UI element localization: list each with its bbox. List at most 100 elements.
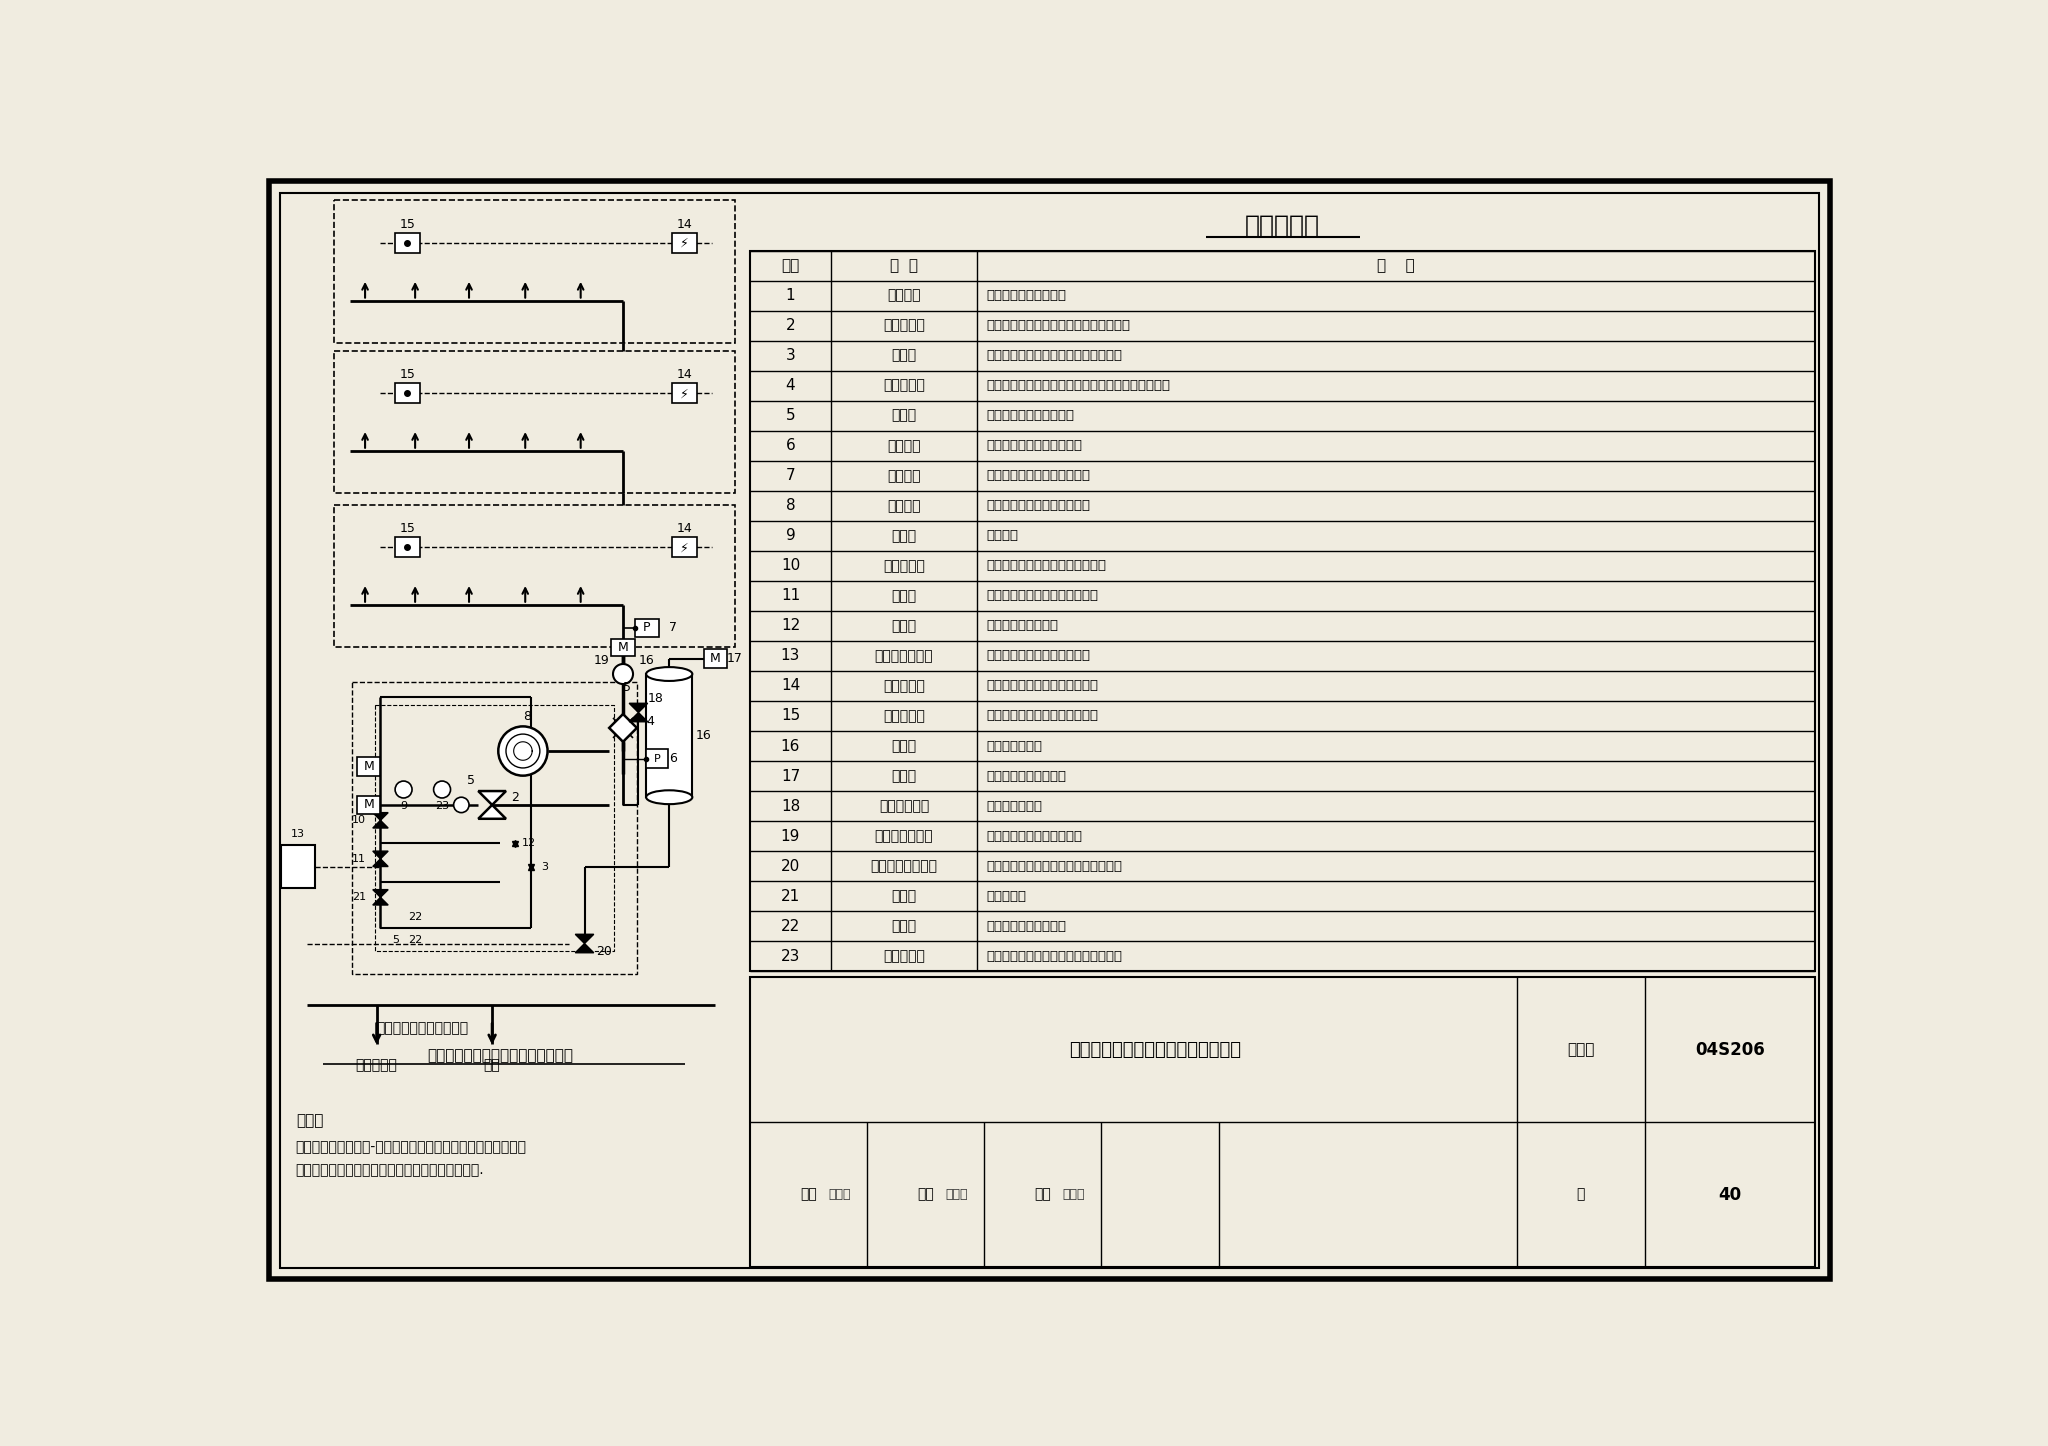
Text: 15: 15 [780, 709, 801, 723]
Text: 按比例混合水与浓缩泡沫液: 按比例混合水与浓缩泡沫液 [987, 830, 1083, 843]
Text: 说明：: 说明： [295, 1113, 324, 1128]
Text: 泡沫液控制阀: 泡沫液控制阀 [879, 800, 930, 813]
Text: 报警阀开启时，发出音响信号: 报警阀开启时，发出音响信号 [987, 499, 1090, 512]
Text: 手动开启阀: 手动开启阀 [883, 558, 926, 573]
Text: 7: 7 [670, 622, 678, 635]
Text: 主要部件表: 主要部件表 [1245, 214, 1321, 239]
Text: 接收报警信号并发出控制指令: 接收报警信号并发出控制指令 [987, 649, 1090, 662]
Bar [287, 198, 739, 1064]
Text: 图集号: 图集号 [1567, 1043, 1595, 1057]
Polygon shape [373, 820, 389, 829]
Text: 压力表: 压力表 [891, 529, 918, 542]
Text: 系统调试或雨淋阀功能试验时打开排水: 系统调试或雨淋阀功能试验时打开排水 [987, 950, 1122, 963]
Text: 2: 2 [512, 791, 518, 804]
Text: 火灾时，现场紧急手动开启雨淋阀: 火灾时，现场紧急手动开启雨淋阀 [987, 560, 1106, 573]
Bar [334, 505, 735, 646]
Text: 涠彩彻: 涠彩彻 [946, 1189, 969, 1202]
Text: 04S206: 04S206 [1696, 1041, 1765, 1058]
Polygon shape [629, 713, 647, 722]
Text: 页: 页 [1577, 1187, 1585, 1202]
Text: 电磁阀: 电磁阀 [891, 769, 918, 784]
Text: M: M [365, 798, 375, 811]
Text: M: M [365, 761, 375, 774]
Text: 11: 11 [780, 589, 801, 603]
Text: 15: 15 [399, 522, 416, 535]
Bar [705, 649, 727, 668]
Text: 名  称: 名 称 [891, 257, 918, 273]
Text: 泡沫比例混合器: 泡沫比例混合器 [874, 829, 934, 843]
Text: 自动喷水雨淋－泡沫联用系统示意图: 自动喷水雨淋－泡沫联用系统示意图 [1069, 1041, 1241, 1058]
Circle shape [453, 797, 469, 813]
Text: 22: 22 [408, 934, 422, 944]
Text: 火灾报警控制器: 火灾报警控制器 [874, 649, 934, 662]
Text: 压力开关: 压力开关 [887, 469, 922, 483]
Text: 自动喷水雨淋－泡沫联用系统示意图: 自动喷水雨淋－泡沫联用系统示意图 [426, 1048, 573, 1063]
Bar [672, 233, 696, 253]
Polygon shape [575, 934, 594, 944]
Text: 雨淋报警阀: 雨淋报警阀 [883, 318, 926, 333]
Text: 系统控制阀，开启时可输出报警水流信号: 系统控制阀，开启时可输出报警水流信号 [987, 320, 1130, 333]
Text: 报警阀开启时，发出电信号: 报警阀开启时，发出电信号 [987, 440, 1083, 453]
Text: 13: 13 [780, 648, 801, 664]
Text: 3: 3 [786, 348, 795, 363]
Text: 16: 16 [639, 654, 653, 667]
Text: 1: 1 [786, 288, 795, 304]
Text: M: M [711, 652, 721, 665]
Text: 8: 8 [786, 499, 795, 513]
Text: 显示水压: 显示水压 [987, 529, 1018, 542]
Text: 12: 12 [780, 619, 801, 633]
Text: 15: 15 [399, 218, 416, 231]
Text: 10: 10 [352, 816, 367, 826]
Bar [334, 350, 735, 493]
Bar [750, 977, 1815, 1267]
Text: 控制雨淋阀控制腔供水: 控制雨淋阀控制腔供水 [987, 920, 1067, 933]
Text: 编号: 编号 [782, 257, 799, 273]
Text: 平时常开，试验雨淋阀时关闭，关闭时有电信号输出: 平时常开，试验雨淋阀时关闭，关闭时有电信号输出 [987, 379, 1171, 392]
Text: 7: 7 [786, 469, 795, 483]
Text: 电磁阀: 电磁阀 [891, 589, 918, 603]
Text: 感烟探测器: 感烟探测器 [883, 680, 926, 693]
Text: 22: 22 [408, 911, 422, 921]
Text: 4: 4 [645, 716, 653, 729]
Text: 设计: 设计 [1034, 1187, 1051, 1202]
Text: 排水: 排水 [483, 1058, 500, 1071]
Circle shape [612, 664, 633, 684]
Text: ⚡: ⚡ [680, 237, 688, 250]
Text: 9: 9 [786, 528, 795, 544]
Circle shape [506, 735, 541, 768]
Text: 感温探测器: 感温探测器 [883, 709, 926, 723]
Bar [334, 201, 735, 343]
Text: ⚡: ⚡ [680, 388, 688, 401]
Text: 控制泡沫罐供水，关闭时有电信号输出: 控制泡沫罐供水，关闭时有电信号输出 [987, 859, 1122, 872]
Bar [395, 383, 420, 403]
Text: 泡沫罐供水信号阀: 泡沫罐供水信号阀 [870, 859, 938, 873]
Bar [395, 233, 420, 253]
Text: 5: 5 [623, 681, 631, 694]
Text: 泄水阀: 泄水阀 [891, 619, 918, 633]
Polygon shape [373, 852, 389, 859]
Text: 19: 19 [594, 654, 610, 667]
Text: 16: 16 [696, 729, 713, 742]
Text: 5: 5 [786, 408, 795, 424]
Text: 储存浓缩泡沫液: 储存浓缩泡沫液 [987, 739, 1042, 752]
Text: 防止水倒流: 防止水倒流 [987, 889, 1026, 902]
Bar [645, 749, 668, 768]
Text: 11: 11 [352, 853, 367, 863]
Text: 2: 2 [786, 318, 795, 333]
Polygon shape [479, 791, 506, 805]
Text: 乙明彻: 乙明彻 [1063, 1189, 1085, 1202]
Circle shape [498, 726, 547, 775]
Bar [395, 536, 420, 557]
Text: 15: 15 [399, 367, 416, 380]
Text: 试验信号阀: 试验信号阀 [883, 379, 926, 393]
Text: 系统管道充液时，发出电信号: 系统管道充液时，发出电信号 [987, 470, 1090, 483]
Text: 16: 16 [780, 739, 801, 753]
Text: 6: 6 [670, 752, 678, 765]
Bar [635, 619, 659, 638]
Text: 40: 40 [1718, 1186, 1741, 1203]
Bar [352, 681, 637, 975]
Polygon shape [373, 859, 389, 866]
Text: 18: 18 [780, 798, 801, 814]
Text: 17: 17 [780, 768, 801, 784]
Text: 18: 18 [647, 693, 664, 706]
